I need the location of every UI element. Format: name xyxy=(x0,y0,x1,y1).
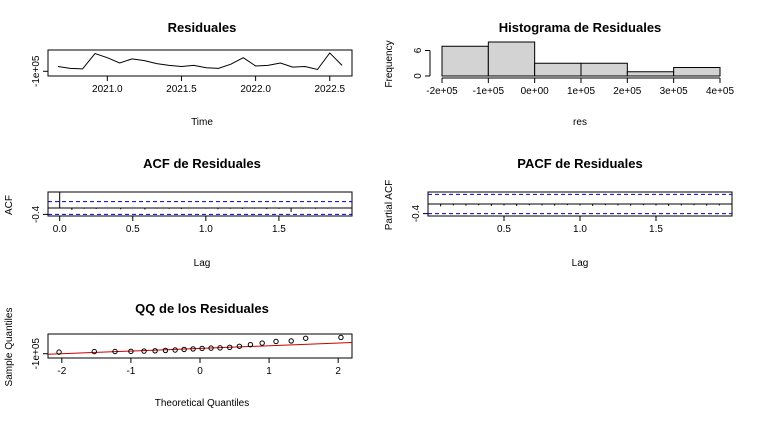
pacf-ytick-label: -0.4 xyxy=(411,205,422,223)
qq-point xyxy=(227,344,233,351)
qq-point xyxy=(259,340,265,346)
histogram-bar xyxy=(534,62,582,77)
histogram-ytick-label: 6 xyxy=(413,47,424,53)
acf-axes: 0.0 0.5 1.0 1.5 -0.4 xyxy=(31,205,286,235)
panel-pacf: PACF de Residuales 0.5 1.0 1.5 -0.4 Lag Par… xyxy=(384,156,733,269)
pacf-xtick-label: 1.0 xyxy=(573,224,587,235)
histogram-xtick-label: -2e+05 xyxy=(426,86,458,97)
acf-ylabel: ACF xyxy=(4,195,15,215)
panel-qq: QQ de los Residuales -2 -1 0 1 2 -1e+05 Theor… xyxy=(4,301,353,409)
pacf-title: PACF de Residuales xyxy=(517,156,642,171)
histogram-xtick-label: 2e+05 xyxy=(613,86,642,97)
qq-point xyxy=(338,334,344,341)
histogram-bars xyxy=(441,41,721,77)
qq-point xyxy=(190,346,196,352)
qq-point xyxy=(91,348,97,355)
acf-plot-box xyxy=(47,191,353,217)
qq-point xyxy=(56,349,62,355)
histogram-xtick-label: 0e+00 xyxy=(521,86,550,97)
qq-point xyxy=(303,335,309,341)
histogram-bar xyxy=(626,71,675,77)
acf-xtick-label: 0.0 xyxy=(53,224,67,235)
qq-point xyxy=(152,348,158,354)
qq-point xyxy=(172,347,178,353)
histogram-title: Histograma de Residuales xyxy=(499,20,662,35)
histogram-axes: -2e+05 -1e+05 0e+00 1e+05 2e+05 3e+05 4e+05 0 6 xyxy=(413,47,734,97)
residuals-axes: 2021.0 2021.5 2022.0 2022.5 xyxy=(43,70,345,95)
qq-xtick-label: 0 xyxy=(197,366,203,377)
residuals-xtick-label: 2022.0 xyxy=(240,84,271,95)
residuals-xtick-label: 2022.5 xyxy=(314,84,345,95)
panel-histogram: Histograma de Residuales -2e+05 -1e+05 0e+… xyxy=(384,20,734,128)
pacf-series xyxy=(428,193,732,215)
histogram-bar xyxy=(487,41,536,77)
histogram-xtick-label: 3e+05 xyxy=(660,86,689,97)
acf-series xyxy=(48,192,352,215)
qq-point xyxy=(112,348,118,355)
acf-xtick-label: 1.0 xyxy=(199,224,213,235)
qq-xtick-label: 1 xyxy=(266,366,272,377)
qq-point xyxy=(162,347,169,354)
qq-point xyxy=(217,345,223,351)
qq-axes: -2 -1 0 1 2 -1e+05 xyxy=(31,338,341,377)
acf-title: ACF de Residuales xyxy=(143,156,261,171)
histogram-xtick-label: 4e+05 xyxy=(706,86,735,97)
qq-point xyxy=(247,341,254,348)
histogram-ylabel: Frequency xyxy=(384,40,395,87)
acf-xlabel: Lag xyxy=(194,258,211,269)
pacf-xlabel: Lag xyxy=(572,258,589,269)
qq-title: QQ de los Residuales xyxy=(135,301,269,316)
residuals-line xyxy=(57,52,343,71)
residuals-plot-box xyxy=(47,49,353,77)
histogram-xtick-label: -1e+05 xyxy=(473,86,505,97)
qq-xtick-label: -1 xyxy=(126,366,135,377)
histogram-bar xyxy=(580,62,628,77)
qq-point xyxy=(128,348,134,355)
qq-point xyxy=(208,345,214,351)
qq-point xyxy=(236,343,243,349)
qq-xlabel: Theoretical Quantiles xyxy=(155,398,250,409)
qq-plot-box xyxy=(47,333,353,359)
histogram-xtick-label: 1e+05 xyxy=(567,86,596,97)
pacf-xtick-label: 0.5 xyxy=(497,224,511,235)
acf-xtick-label: 0.5 xyxy=(126,224,140,235)
residuals-xtick-label: 2021.0 xyxy=(92,84,123,95)
qq-point xyxy=(141,348,147,354)
residuals-series xyxy=(57,52,343,71)
qq-ylabel: Sample Quantiles xyxy=(4,308,15,387)
qq-point xyxy=(181,346,187,353)
histogram-xlabel: res xyxy=(573,117,587,128)
panel-residuals: Residuales 2021.0 2021.5 2022.0 2022.5 -1e+… xyxy=(31,20,353,128)
acf-xtick-label: 1.5 xyxy=(272,224,286,235)
histogram-ytick-label: 0 xyxy=(413,73,424,79)
panel-acf: ACF de Residuales 0.0 0.5 1.0 1.5 -0.4 Lag A… xyxy=(4,156,353,269)
qq-point xyxy=(288,338,294,344)
qq-point xyxy=(199,345,205,352)
qq-ytick-label: -1e+05 xyxy=(31,338,42,370)
residuals-ytick-label: -1e+05 xyxy=(31,55,42,87)
acf-ytick-label: -0.4 xyxy=(31,205,42,223)
qq-xtick-label: 2 xyxy=(335,366,341,377)
pacf-ylabel: Partial ACF xyxy=(384,180,395,231)
pacf-axes: 0.5 1.0 1.5 -0.4 xyxy=(411,205,663,235)
pacf-xtick-label: 1.5 xyxy=(649,224,663,235)
qq-series xyxy=(47,334,353,355)
histogram-bar xyxy=(441,45,489,77)
qq-xtick-label: -2 xyxy=(57,366,66,377)
residuals-xtick-label: 2021.5 xyxy=(166,84,197,95)
residuals-xlabel: Time xyxy=(191,117,213,128)
histogram-bar xyxy=(673,67,721,77)
residuals-title: Residuales xyxy=(168,20,237,35)
qq-point xyxy=(273,338,279,345)
